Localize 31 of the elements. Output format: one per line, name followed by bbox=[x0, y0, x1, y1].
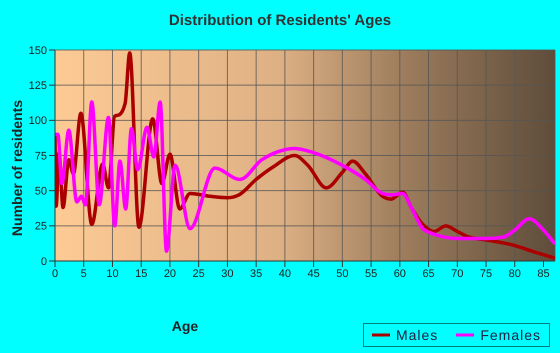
x-tick-label: 55 bbox=[364, 268, 378, 280]
y-tick-label: 50 bbox=[34, 186, 47, 198]
x-tick-label: 80 bbox=[508, 268, 521, 280]
x-tick-label: 5 bbox=[80, 268, 87, 280]
x-tick-label: 20 bbox=[164, 268, 176, 280]
legend-label: Females bbox=[479, 327, 541, 343]
x-tick-label: 15 bbox=[135, 268, 148, 280]
chart-title: Distribution of Residents' Ages bbox=[168, 12, 392, 29]
x-tick-label: 75 bbox=[480, 268, 492, 280]
x-tick-label: 60 bbox=[394, 268, 406, 280]
line-series bbox=[55, 100, 555, 253]
x-tick-label: 45 bbox=[307, 268, 320, 280]
y-tick-label: 150 bbox=[28, 44, 47, 57]
x-tick-label: 25 bbox=[192, 268, 205, 280]
x-tick-label: 0 bbox=[52, 268, 58, 280]
x-tick-label: 35 bbox=[250, 268, 262, 280]
x-tick-label: 50 bbox=[336, 268, 348, 280]
y-tick-label: 125 bbox=[28, 80, 47, 92]
x-tick-label: 85 bbox=[537, 268, 550, 280]
y-tick-label: 100 bbox=[28, 115, 47, 128]
x-tick-label: 10 bbox=[106, 268, 119, 280]
y-tick-label: 75 bbox=[34, 150, 47, 162]
y-tick-label: 25 bbox=[34, 220, 47, 233]
x-tick-label: 70 bbox=[451, 268, 464, 280]
y-axis-title: Number of residents bbox=[9, 99, 26, 236]
x-tick-label: 40 bbox=[278, 268, 292, 280]
x-tick-label: 30 bbox=[221, 268, 234, 280]
x-tick-label: 65 bbox=[422, 268, 435, 280]
y-tick-label: 0 bbox=[40, 256, 47, 268]
x-axis-title: Age bbox=[170, 318, 200, 334]
legend-label: Males bbox=[394, 327, 438, 343]
